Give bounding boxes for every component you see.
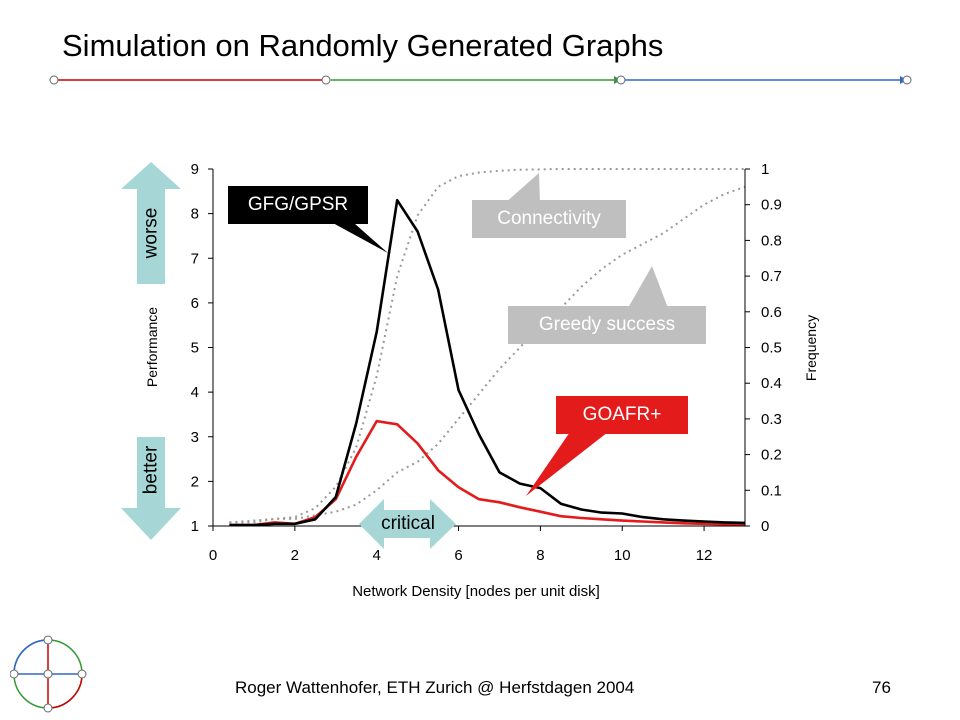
x-tick-label: 2 <box>291 547 299 564</box>
y-tick-label: 2 <box>191 473 199 490</box>
footer-text: Roger Wattenhofer, ETH Zurich @ Herfstda… <box>235 678 635 697</box>
y2-tick-label: 0.8 <box>761 232 782 249</box>
header-bar-node <box>49 75 59 85</box>
y2-tick-label: 0.9 <box>761 197 782 214</box>
y2-tick-label: 0.5 <box>761 340 782 357</box>
connectivity-callout-pointer <box>505 173 540 203</box>
gfg-callout-pointer <box>320 216 388 253</box>
worse-text: worse <box>140 207 161 259</box>
greedy-callout-label: Greedy success <box>538 314 676 335</box>
greedy-callout-pointer <box>628 266 668 308</box>
x-tick-label: 6 <box>454 547 462 564</box>
eth-logo-icon <box>10 635 87 713</box>
y2-tick-label: 0.7 <box>761 268 782 285</box>
header-progress-bar <box>49 75 912 85</box>
y2-tick-label: 0.2 <box>761 447 782 464</box>
slide-title: Simulation on Randomly Generated Graphs <box>62 28 664 63</box>
connectivity-callout-label: Connectivity <box>497 208 601 229</box>
series-line-gfg-gpsr <box>229 198 746 527</box>
y2-tick-label: 0.1 <box>761 482 782 499</box>
worse-arrow-icon <box>121 162 181 284</box>
y2-tick-label: 1 <box>761 161 769 178</box>
series-layer <box>229 168 746 527</box>
y-tick-label: 7 <box>191 250 199 267</box>
goafr-callout-pointer <box>526 432 608 496</box>
better-text: better <box>140 445 161 495</box>
better-arrow-icon <box>121 437 181 540</box>
gfg-callout: GFG/GPSR <box>228 186 368 224</box>
header-bar-node <box>616 75 626 85</box>
series-line-goafr <box>229 419 746 527</box>
header-bar-node <box>321 75 331 85</box>
y2-tick-label: 0.3 <box>761 411 782 428</box>
y2-tick-label: 0.6 <box>761 304 782 321</box>
gfg-callout-label: GFG/GPSR <box>247 194 349 215</box>
y-tick-label: 3 <box>191 429 199 446</box>
critical-arrow-icon <box>359 499 456 549</box>
header-bar-node <box>902 75 912 85</box>
y2-tick-label: 0.4 <box>761 375 782 392</box>
x-axis-label: Network Density [nodes per unit disk] <box>352 583 600 600</box>
connectivity-callout: Connectivity <box>472 200 626 238</box>
y-tick-label: 5 <box>191 340 199 357</box>
slide-number: 76 <box>872 678 891 697</box>
goafr-callout-label: GOAFR+ <box>582 404 662 425</box>
y-axis-label: Performance <box>144 307 160 387</box>
better-label: better <box>132 438 170 502</box>
callout-shapes <box>121 162 668 549</box>
x-tick-label: 10 <box>614 547 631 564</box>
y-tick-label: 9 <box>191 161 199 178</box>
y2-axis-label: Frequency <box>803 315 819 381</box>
y-tick-label: 6 <box>191 295 199 312</box>
worse-label: worse <box>132 204 170 262</box>
y2-tick-label: 0 <box>761 518 769 535</box>
critical-label: critical <box>372 512 444 536</box>
y-tick-label: 8 <box>191 206 199 223</box>
x-tick-label: 4 <box>373 547 381 564</box>
y-tick-label: 1 <box>191 518 199 535</box>
critical-text: critical <box>381 513 435 534</box>
x-tick-label: 0 <box>209 547 217 564</box>
x-tick-label: 8 <box>536 547 544 564</box>
y-tick-label: 4 <box>191 384 199 401</box>
series-line-greedy-success <box>229 185 746 524</box>
x-tick-label: 12 <box>696 547 713 564</box>
greedy-callout: Greedy success <box>508 306 706 344</box>
goafr-callout: GOAFR+ <box>556 396 688 434</box>
